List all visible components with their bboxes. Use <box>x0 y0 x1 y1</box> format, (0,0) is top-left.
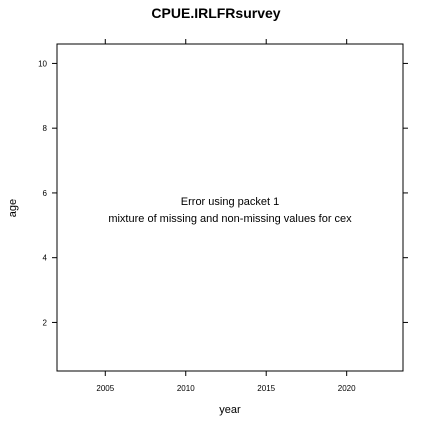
error-message-line-1: Error using packet 1 <box>181 196 279 208</box>
x-axis-label: year <box>219 404 241 416</box>
x-axis: 2005 2010 2015 2020 <box>96 39 356 393</box>
x-tick-label: 2010 <box>177 384 195 393</box>
y-tick-label: 4 <box>43 254 48 263</box>
y-tick-label: 10 <box>38 59 47 68</box>
y-axis: 2 4 6 8 10 <box>38 59 408 327</box>
x-tick-label: 2020 <box>338 384 356 393</box>
plot-panel <box>56 43 404 372</box>
y-tick-label: 8 <box>43 124 48 133</box>
x-tick-label: 2005 <box>96 384 114 393</box>
y-axis-label: age <box>7 199 19 217</box>
y-tick-label: 6 <box>43 189 48 198</box>
chart-title: CPUE.IRLFRsurvey <box>151 5 280 21</box>
y-tick-label: 2 <box>43 318 48 327</box>
error-message-line-2: mixture of missing and non-missing value… <box>108 213 352 225</box>
x-tick-label: 2015 <box>257 384 275 393</box>
